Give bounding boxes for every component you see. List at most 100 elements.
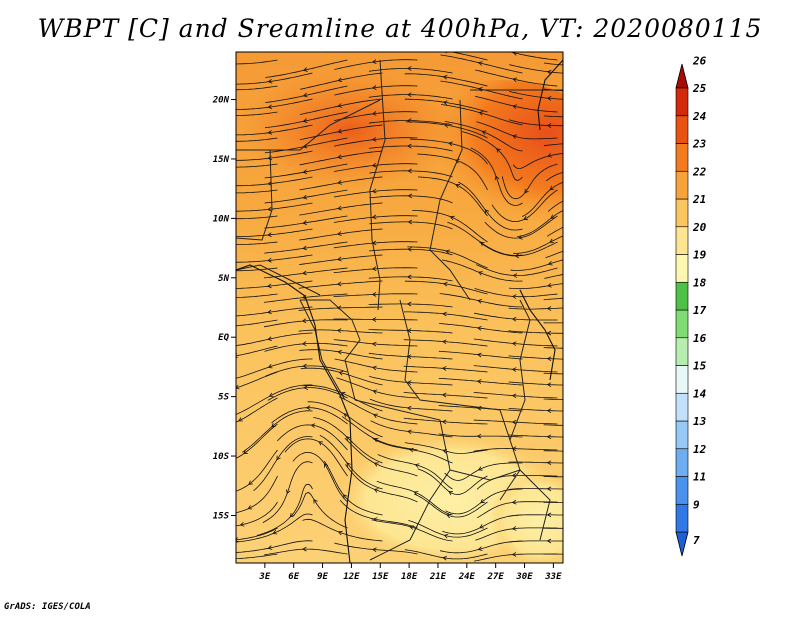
streamline-arrow — [550, 214, 556, 219]
streamline — [236, 475, 278, 514]
streamline-arrow — [477, 546, 483, 551]
country-borders — [236, 59, 563, 561]
streamline-arrow — [302, 194, 308, 200]
streamline — [473, 419, 558, 425]
streamline-arrow — [267, 206, 272, 212]
colorbar-label: 11 — [693, 471, 706, 484]
streamline — [236, 124, 313, 136]
streamline-arrow — [248, 480, 253, 485]
streamline — [508, 307, 563, 310]
streamline — [299, 254, 383, 265]
streamline — [543, 450, 563, 452]
streamline-arrow — [583, 449, 587, 453]
streamline-arrow — [583, 398, 587, 402]
streamline-arrow — [618, 361, 622, 365]
streamline-arrow — [247, 505, 253, 510]
streamline-arrow — [272, 530, 278, 535]
colorbar-label: 17 — [693, 304, 707, 317]
streamline — [371, 519, 453, 542]
streamline-arrow — [441, 419, 447, 425]
lon-tick-label: 15E — [372, 572, 389, 582]
streamline — [236, 98, 313, 110]
streamline — [344, 437, 418, 477]
streamline — [543, 143, 563, 147]
streamline-arrow — [407, 168, 412, 174]
streamline-arrow — [286, 489, 291, 495]
streamline-arrow — [479, 524, 485, 529]
streamline — [264, 241, 348, 254]
streamline-arrow — [448, 141, 453, 147]
colorbar-label: 23 — [692, 138, 707, 151]
streamline — [236, 513, 313, 543]
streamline — [458, 181, 523, 231]
streamline-arrow — [236, 384, 240, 390]
streamline-arrow — [583, 89, 587, 93]
streamline-arrow — [618, 310, 622, 314]
streamline-arrow — [337, 180, 342, 185]
streamline-arrow — [478, 271, 483, 276]
streamline — [579, 203, 662, 215]
streamline-arrow — [313, 498, 318, 504]
streamline — [513, 235, 563, 254]
streamline-arrow — [511, 552, 517, 557]
streamline — [333, 267, 418, 274]
streamline — [236, 553, 278, 559]
streamline — [404, 280, 488, 295]
streamline — [476, 121, 558, 140]
streamline-arrow — [305, 405, 311, 410]
map-title: WBPT [C] and Sreamline at 400hPa, VT: 20… — [37, 14, 763, 43]
streamline-arrow — [337, 128, 343, 134]
colorbar-swatch — [675, 365, 689, 394]
lon-tick-label: 3E — [258, 572, 270, 582]
streamline — [299, 150, 383, 166]
colorbar-label: 7 — [693, 534, 700, 547]
streamline — [412, 210, 488, 243]
streamline-arrow — [302, 546, 307, 552]
streamline — [543, 347, 563, 349]
streamline-arrow — [618, 437, 622, 441]
streamline — [417, 468, 488, 495]
streamline — [475, 95, 558, 113]
streamline-arrow — [618, 233, 622, 237]
lon-tick-label: 9E — [317, 572, 328, 582]
streamline — [236, 384, 313, 415]
streamline-arrow — [514, 253, 519, 259]
colorbar-label: 9 — [693, 498, 700, 511]
streamline — [369, 195, 453, 204]
streamline — [376, 480, 453, 516]
colorbar-label: 19 — [693, 249, 707, 262]
streamline — [404, 311, 488, 321]
streamline — [264, 137, 348, 154]
colorbar-label: 13 — [693, 415, 707, 428]
streamline-arrow — [583, 63, 587, 67]
streamline-arrow — [338, 370, 344, 376]
streamline-arrow — [441, 392, 447, 398]
streamline-arrow — [618, 539, 622, 543]
streamline — [441, 104, 523, 126]
streamline — [265, 365, 348, 377]
streamline — [408, 520, 488, 538]
streamline-arrow — [511, 316, 517, 322]
streamline-arrow — [407, 246, 412, 252]
streamline-arrow — [583, 270, 587, 274]
colorbar-swatch — [675, 226, 689, 255]
streamline — [543, 476, 563, 478]
streamline — [299, 228, 383, 241]
colorbar-label: 15 — [693, 360, 707, 373]
streamline-arrow — [618, 259, 622, 263]
streamline — [292, 491, 348, 529]
streamline-arrow — [337, 349, 343, 355]
streamline — [579, 437, 663, 440]
streamline — [444, 462, 523, 481]
streamline — [236, 397, 278, 423]
streamline — [369, 221, 453, 230]
streamline-arrow — [546, 408, 552, 414]
streamline — [345, 464, 418, 503]
streamline — [508, 355, 563, 360]
streamline — [508, 52, 558, 61]
streamline-arrow — [547, 282, 552, 288]
streamline — [299, 202, 383, 216]
streamline-arrow — [337, 103, 343, 108]
streamline-arrow — [318, 441, 324, 446]
streamline-arrow — [618, 335, 622, 339]
